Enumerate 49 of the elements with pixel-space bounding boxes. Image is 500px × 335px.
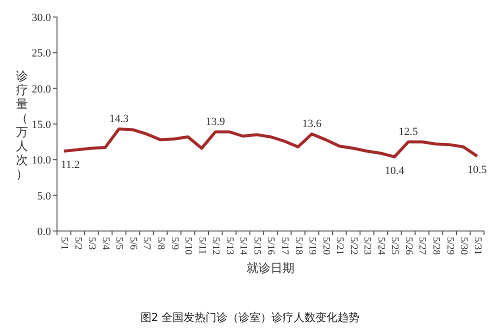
- x-tick-label: 5/18: [292, 237, 304, 255]
- x-tick-label: 5/8: [155, 237, 166, 250]
- x-tick-label: 5/25: [389, 237, 400, 255]
- x-axis-title: 就诊日期: [246, 261, 294, 275]
- line-series: [62, 127, 479, 158]
- y-tick-label: 0.0: [37, 226, 52, 238]
- x-tick-label: 5/6: [127, 237, 138, 250]
- x-tick-label: 5/16: [265, 237, 276, 255]
- x-tick-label: 5/21: [334, 237, 346, 255]
- x-tick-label: 5/27: [416, 237, 428, 255]
- x-tick-label: 5/22: [348, 237, 359, 255]
- x-tick-label: 5/30: [458, 237, 470, 255]
- y-tick-label: 30.0: [32, 12, 52, 24]
- x-tick-label: 5/7: [141, 237, 152, 250]
- data-label: 11.2: [60, 159, 80, 172]
- x-tick-label: 5/28: [430, 237, 442, 255]
- y-tick-label: 15.0: [32, 119, 52, 131]
- x-tick-label: 5/17: [278, 237, 290, 255]
- y-tick-label: 25.0: [32, 48, 52, 60]
- y-tick-label: 20.0: [32, 83, 52, 96]
- x-tick-label: 5/9: [168, 237, 180, 250]
- x-tick-label: 5/12: [210, 237, 222, 255]
- x-tick-label: 5/11: [196, 237, 208, 254]
- x-tick-label: 5/14: [238, 237, 249, 255]
- data-label: 12.5: [398, 126, 418, 138]
- x-tick-label: 5/20: [320, 237, 332, 255]
- data-label: 13.9: [206, 116, 226, 128]
- data-label: 14.3: [109, 112, 130, 125]
- x-tick-label: 5/23: [362, 237, 373, 255]
- ylabel: 诊疗量（万人次）: [16, 69, 28, 181]
- x-tick-label: 5/26: [402, 237, 414, 255]
- caption: 图2 全国发热门诊（诊室）诊疗人数变化趋势: [140, 311, 360, 324]
- y-tick-label: 5.0: [37, 190, 52, 202]
- x-tick-label: 5/3: [86, 237, 98, 250]
- x-tick-label: 5/19: [306, 237, 318, 255]
- x-tick-label: 5/31: [472, 237, 483, 255]
- x-tick-label: 5/5: [114, 237, 125, 250]
- x-tick-label: 5/13: [224, 237, 235, 255]
- x-tick-label: 5/10: [182, 237, 194, 255]
- x-tick-label: 5/1: [58, 237, 70, 250]
- y-tick-label: 10.0: [32, 154, 52, 167]
- x-tick-label: 5/24: [375, 237, 386, 255]
- data-label: 10.5: [467, 164, 488, 176]
- x-tick-label: 5/2: [72, 237, 84, 250]
- x-tick-label: 5/15: [251, 237, 262, 255]
- x-tick-label: 5/29: [444, 237, 456, 255]
- data-label: 13.6: [302, 118, 322, 130]
- data-label: 10.4: [384, 164, 405, 177]
- x-tick-label: 5/4: [100, 237, 111, 250]
